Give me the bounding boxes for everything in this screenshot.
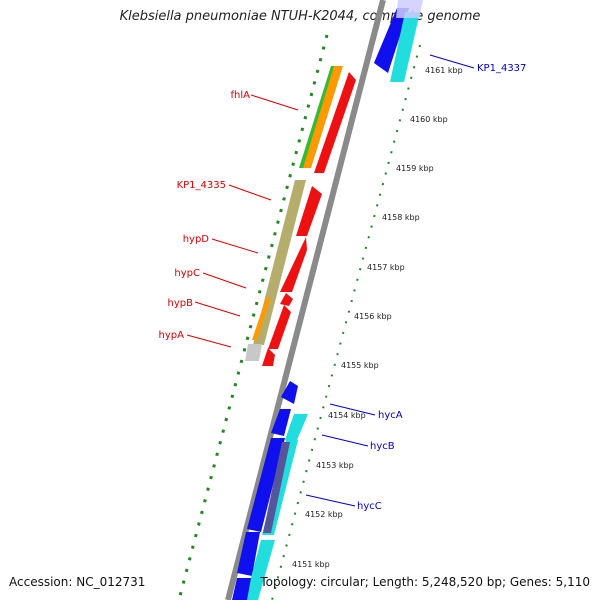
map-title: Klebsiella pneumoniae NTUH-K2044, comple… <box>119 9 481 24</box>
gene-label-hycB: hycB <box>370 441 395 452</box>
gene-label-KP1_4337: KP1_4337 <box>477 63 526 74</box>
gene-label-hypC: hypC <box>174 268 200 279</box>
gene-arrow-fhlA <box>314 72 356 173</box>
gene-bar-cyan-bottom <box>245 540 275 600</box>
gene-label-KP1_4335: KP1_4335 <box>177 180 226 191</box>
leader-line-fhlA <box>250 94 299 111</box>
gene-label-hypD: hypD <box>183 234 210 245</box>
leader-line-hypD <box>211 238 259 254</box>
gene-label-hycC: hycC <box>357 501 382 512</box>
tick-label: 4157 kbp <box>367 263 405 272</box>
gene-bar-navy-hycC <box>263 442 290 533</box>
gene-arrow-KP1_4337-top <box>374 8 409 73</box>
outer-dotted-ring <box>178 34 329 597</box>
tick-label: 4156 kbp <box>354 312 392 321</box>
gene-arrow-hypC <box>280 237 307 292</box>
topology-label: Topology: circular; Length: 5,248,520 bp… <box>260 575 590 589</box>
accession-label: Accession: NC_012731 <box>9 575 146 589</box>
leader-line-hypC <box>202 272 247 289</box>
gene-bar-cyan-top <box>390 12 420 82</box>
gene-arrow-hycC <box>247 438 285 532</box>
gene-block-grey <box>245 344 262 361</box>
leader-line-hypA <box>186 334 232 348</box>
inner-dotted-ring <box>271 44 421 600</box>
gene-bar-lavender-top <box>396 0 423 18</box>
tick-label: 4155 kbp <box>341 361 379 370</box>
gene-label-fhlA: fhlA <box>231 90 251 101</box>
gene-arrow-hypA <box>262 348 275 366</box>
leader-line-KP1_4335 <box>228 184 272 201</box>
gene-bar-orange <box>303 66 343 168</box>
gene-bar-orange-hypA <box>252 298 271 340</box>
gene-arrow-hycA <box>281 381 298 404</box>
leader-line-hypB <box>194 301 241 317</box>
gene-arrow-bottom-1 <box>237 532 260 576</box>
gene-arrow-hypD <box>296 186 322 236</box>
leader-line-hycC <box>305 494 356 507</box>
gene-arrow-hypB-small <box>280 293 293 306</box>
tick-label: 4159 kbp <box>396 164 434 173</box>
gene-label-hycA: hycA <box>378 410 403 421</box>
tick-label: 4158 kbp <box>382 213 420 222</box>
gene-bar-cyan-hycB <box>285 414 308 440</box>
leader-line-KP1_4337 <box>429 54 475 69</box>
tick-label: 4161 kbp <box>425 66 463 75</box>
tick-label: 4154 kbp <box>328 411 366 420</box>
gene-label-hypB: hypB <box>168 298 194 309</box>
tick-label: 4152 kbp <box>305 510 343 519</box>
gene-arrow-hypB <box>268 305 291 349</box>
gene-arrow-bottom-2 <box>232 578 251 600</box>
tick-label: 4160 kbp <box>410 115 448 124</box>
genome-backbone <box>225 0 386 600</box>
tick-label: 4153 kbp <box>316 461 354 470</box>
tick-label: 4151 kbp <box>292 560 330 569</box>
leader-line-hycA <box>329 403 376 416</box>
leader-line-hycB <box>321 434 369 447</box>
gene-arrow-hycB <box>271 409 291 436</box>
gene-label-hypA: hypA <box>159 330 185 341</box>
